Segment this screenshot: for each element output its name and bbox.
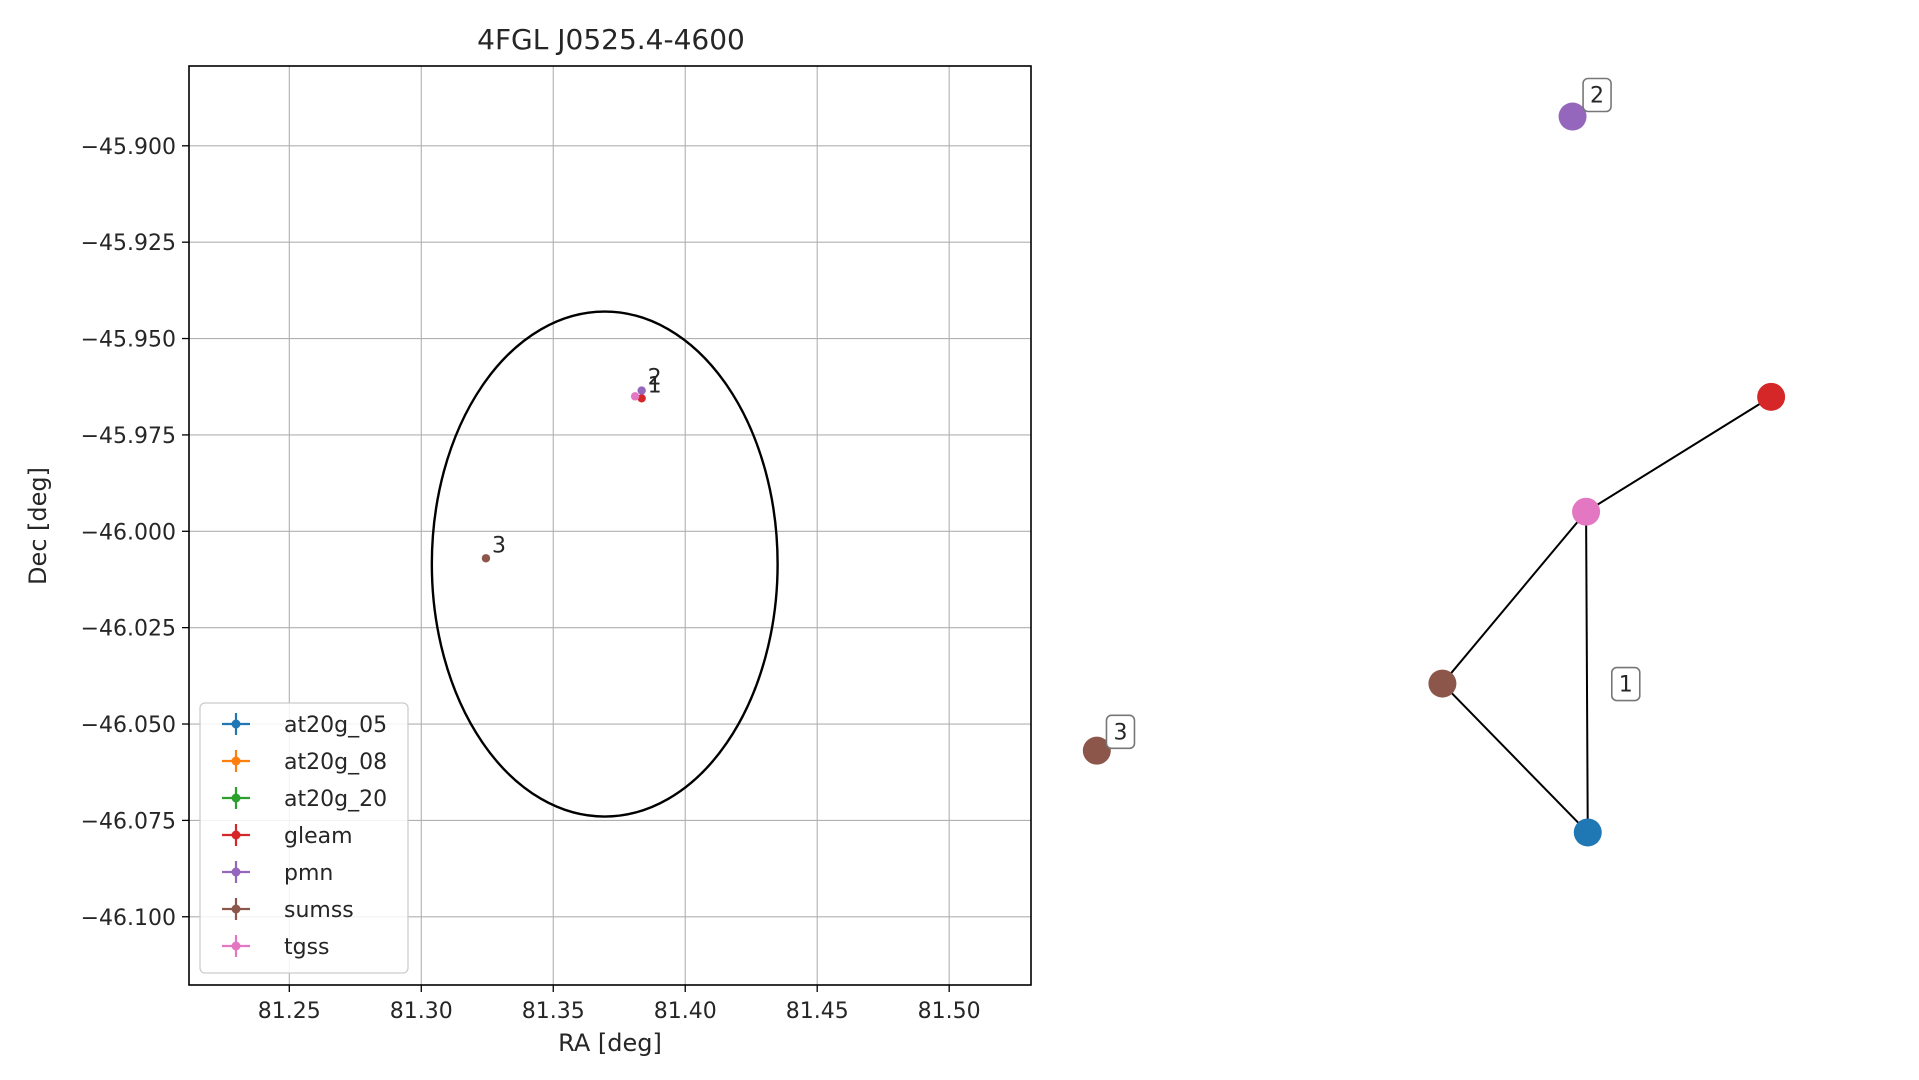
y-tick-label: −46.100 (81, 906, 176, 931)
plot-frame (188, 65, 1032, 986)
y-tick-label: −46.025 (81, 617, 176, 642)
x-tick-label: 81.50 (918, 999, 981, 1024)
label-text: 2 (1590, 83, 1604, 108)
edge-sumss-at20g (1441, 682, 1589, 834)
legend-item-at20g_05: at20g_05 (222, 713, 387, 738)
y-tick-label: −45.950 (81, 328, 176, 353)
network-label-3: 3 (1105, 714, 1136, 750)
node-pmn (1558, 102, 1587, 131)
annotation-1: 1 (648, 373, 662, 398)
point-annotations: 12 3 (492, 366, 662, 559)
node-gleam (1757, 382, 1786, 411)
y-tick-label: −46.050 (81, 713, 176, 738)
legend-marker (231, 941, 241, 951)
legend-label: tgss (284, 935, 330, 960)
x-tick-label: 81.40 (654, 999, 717, 1024)
network-nodes (1082, 102, 1786, 847)
legend-marker (231, 867, 241, 877)
chart-title: 4FGL J0525.4-4600 (477, 23, 745, 56)
y-tick-label: −45.975 (81, 424, 176, 449)
edge-tgss-gleam (1585, 395, 1772, 513)
localization-circle-layer (430, 310, 779, 818)
legend-marker (231, 904, 241, 914)
network-labels: 2 1 3 (1105, 77, 1641, 750)
legend-marker (231, 756, 241, 766)
x-axis-label: RA [deg] (558, 1029, 662, 1057)
node-sumss (1428, 669, 1457, 698)
legend-label: at20g_08 (284, 750, 387, 775)
sky-position-chart: 4FGL J0525.4-4600 123 81.25 81.30 81.35 81.… (24, 23, 1032, 1057)
label-box (1582, 77, 1612, 113)
legend-label: sumss (284, 898, 354, 923)
x-tick-label: 81.45 (786, 999, 849, 1024)
x-tick-label: 81.30 (390, 999, 453, 1024)
legend-marker (231, 719, 241, 729)
x-axis-ticks: 81.25 81.30 81.35 81.40 81.45 81.50 (258, 985, 981, 1024)
annotation-3: 3 (492, 533, 506, 558)
point-gleam (637, 394, 646, 403)
x-tick-label: 81.25 (258, 999, 321, 1024)
point-tgss (630, 392, 640, 401)
y-tick-label: −45.925 (81, 231, 176, 256)
annotation-2: 2 (648, 366, 662, 391)
y-axis-ticks: −45.900 −45.925 −45.950 −45.975 −46.000 −46.0… (81, 135, 189, 931)
y-tick-label: −46.075 (81, 809, 176, 834)
y-tick-label: −45.900 (81, 135, 176, 160)
legend-item-tgss: tgss (222, 935, 330, 960)
legend-marker (231, 793, 241, 803)
network-label-2: 2 (1582, 77, 1612, 113)
y-tick-label: −46.000 (81, 520, 176, 545)
legend-label: at20g_05 (284, 713, 387, 738)
x-tick-label: 81.35 (522, 999, 585, 1024)
point-sumss (481, 554, 491, 563)
legend-box (199, 702, 409, 974)
legend-item-sumss: sumss (222, 898, 354, 923)
network-label-1: 1 (1610, 666, 1641, 702)
legend-label: at20g_20 (284, 787, 387, 812)
label-box (1105, 714, 1136, 750)
point-pmn (637, 386, 646, 395)
label-text: 1 (1619, 673, 1633, 698)
legend-label: pmn (284, 861, 333, 886)
label-text: 3 (1113, 720, 1127, 745)
edge-tgss-sumss (1441, 511, 1587, 685)
y-axis-label: Dec [deg] (24, 467, 52, 585)
legend-item-at20g_08: at20g_08 (222, 750, 387, 775)
node-tgss (1572, 497, 1601, 526)
network-edges (1441, 395, 1772, 834)
association-network: 2 1 3 (1082, 77, 1786, 847)
legend-label: gleam (284, 824, 353, 849)
legend-marker (231, 830, 241, 840)
data-points (481, 386, 646, 563)
node-at20g (1573, 818, 1602, 847)
localization-circle (430, 310, 779, 818)
legend-item-at20g_20: at20g_20 (222, 787, 387, 812)
node-sumss_iso (1082, 736, 1111, 765)
legend-item-pmn: pmn (222, 861, 333, 886)
label-box (1610, 666, 1641, 702)
edge-tgss-at20g (1585, 511, 1589, 833)
legend-item-gleam: gleam (222, 824, 353, 849)
